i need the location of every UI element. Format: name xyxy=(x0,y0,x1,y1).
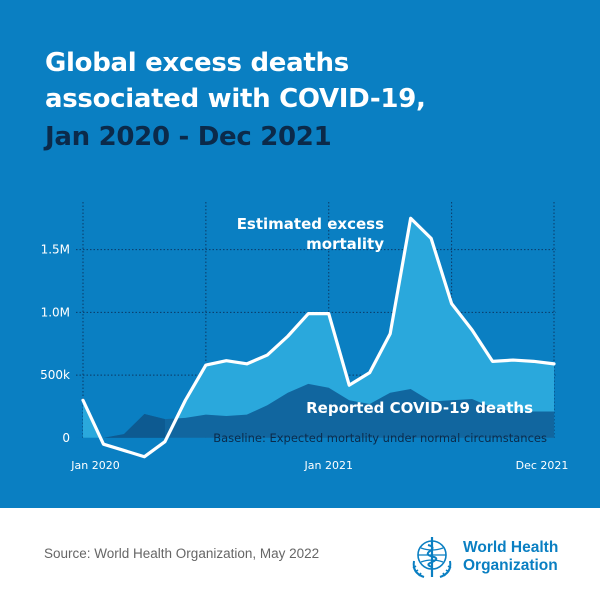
y-tick-label-0: 0 xyxy=(62,431,70,445)
x-tick-label-0: Jan 2020 xyxy=(70,459,119,472)
chart-subtitle: Jan 2020 - Dec 2021 xyxy=(45,122,332,152)
chart-title-line-2: associated with COVID-19, xyxy=(45,84,426,114)
y-tick-label-1: 500k xyxy=(40,368,70,382)
excess-mortality-area xyxy=(83,218,554,438)
excess-series-label-1: mortality xyxy=(306,235,384,253)
areas xyxy=(76,218,556,460)
logo-text-line-1: World Health xyxy=(463,539,559,556)
excess-mortality-line xyxy=(81,216,556,459)
excess-deaths-chart: 0 500k 1.0M 1.5M Jan 2020 Jan 2021 Dec 2021 Est… xyxy=(40,202,568,472)
footer xyxy=(0,508,600,600)
who-emblem-icon xyxy=(412,537,452,578)
chart-title-line-1: Global excess deaths xyxy=(45,48,349,78)
baseline-band xyxy=(76,437,556,460)
x-tick-label-2: Dec 2021 xyxy=(516,459,569,472)
baseline-label: Baseline: Expected mortality under norma… xyxy=(213,431,547,445)
y-tick-label-2: 1.0M xyxy=(41,305,70,319)
who-logo[interactable]: World Health Organization xyxy=(408,533,563,583)
excess-series-label-0: Estimated excess xyxy=(237,215,384,233)
reported-deaths-early-area xyxy=(103,414,165,438)
y-tick-label-3: 1.5M xyxy=(41,243,70,257)
labels: 0 500k 1.0M 1.5M Jan 2020 Jan 2021 Dec 2021 Est… xyxy=(40,215,568,472)
reported-deaths-area xyxy=(83,383,554,438)
x-tick-label-1: Jan 2021 xyxy=(304,459,353,472)
logo-text-line-2: Organization xyxy=(463,557,558,574)
source-note: Source: World Health Organization, May 2… xyxy=(44,546,320,561)
reported-series-label: Reported COVID-19 deaths xyxy=(306,399,533,417)
lines xyxy=(81,216,556,459)
